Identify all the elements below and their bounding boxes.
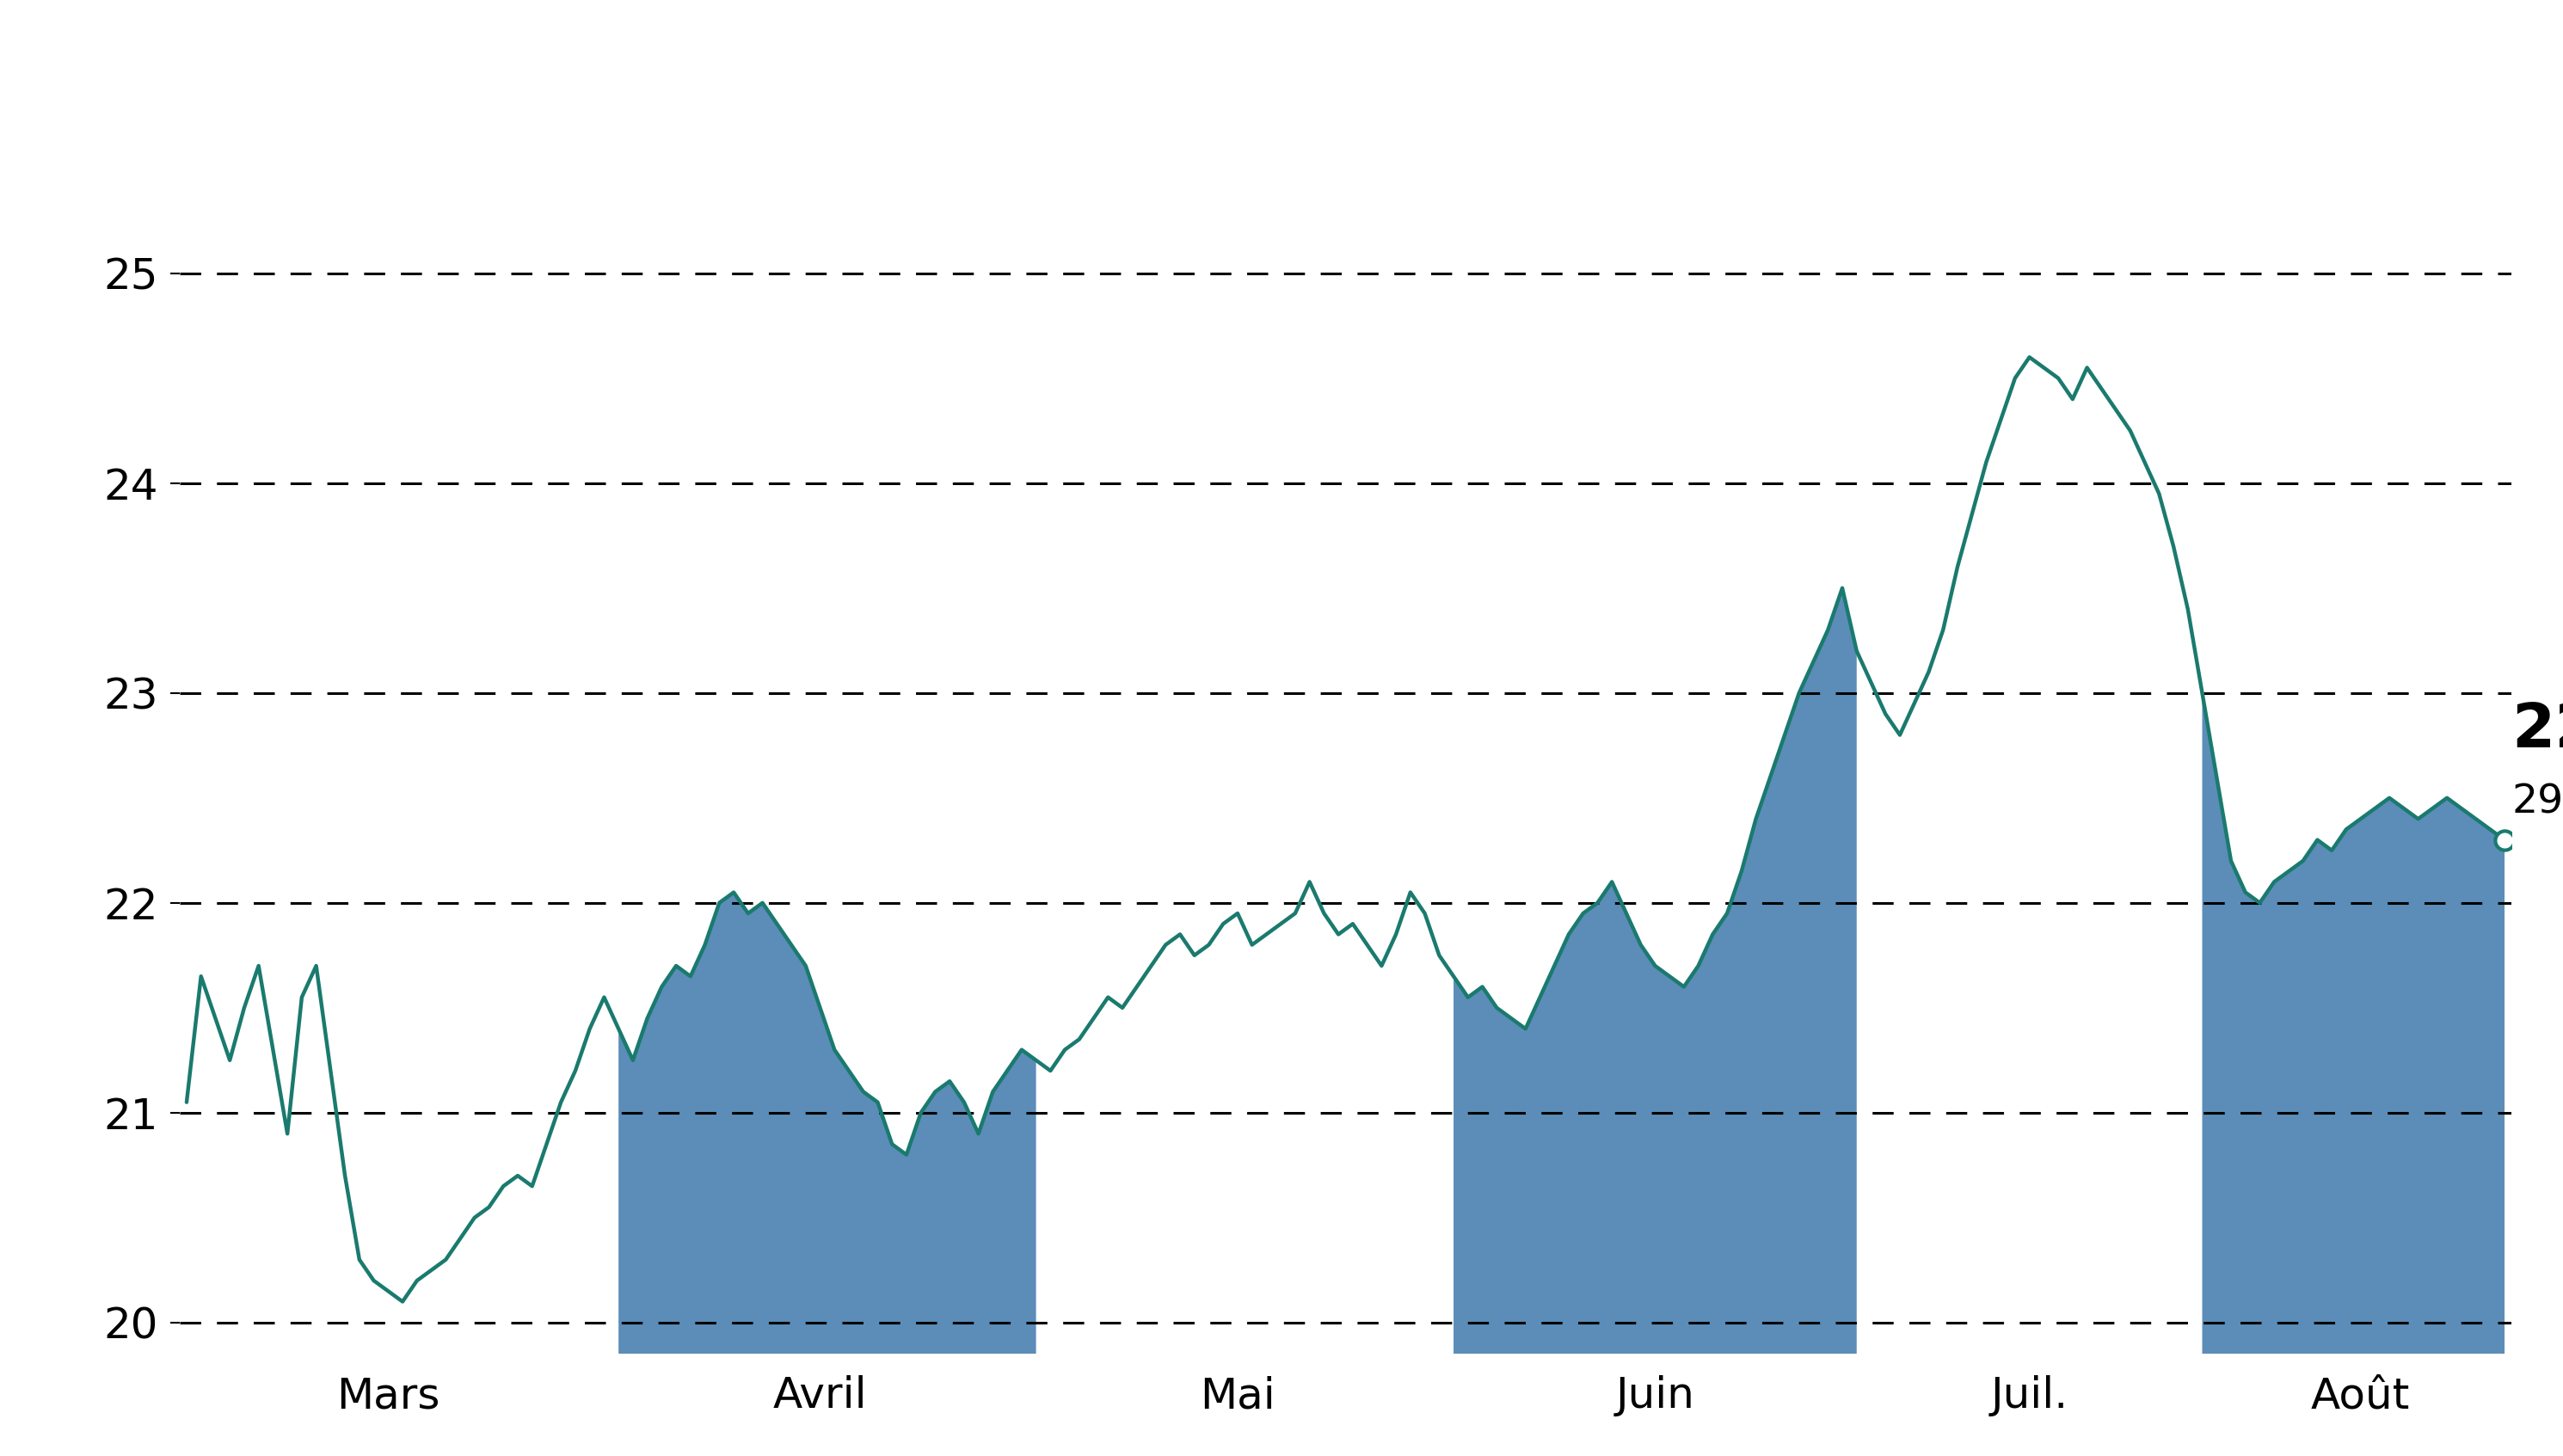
Text: TIKEHAU CAPITAL: TIKEHAU CAPITAL (761, 26, 1802, 127)
Text: 29/08: 29/08 (2512, 783, 2563, 821)
Text: 22,30: 22,30 (2512, 702, 2563, 760)
